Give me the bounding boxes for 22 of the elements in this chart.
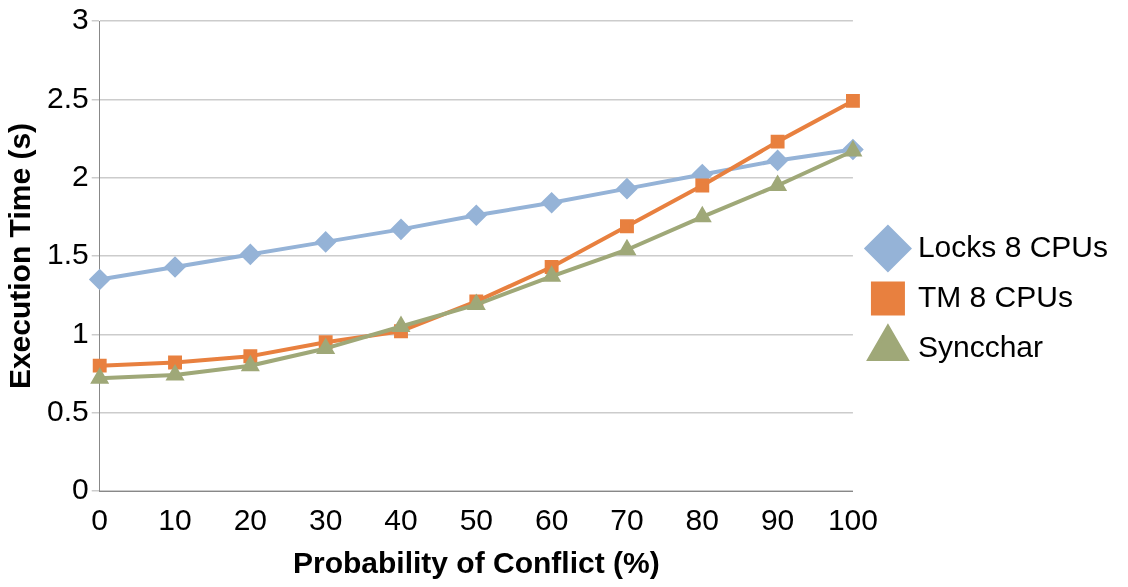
legend-label: Syncchar xyxy=(917,329,1043,363)
y-tick-label: 0.5 xyxy=(46,393,89,427)
x-tick-label: 70 xyxy=(610,503,644,537)
y-tick-label: 1 xyxy=(72,315,89,349)
x-tick-label: 90 xyxy=(760,503,795,537)
x-tick-label: 50 xyxy=(459,503,494,537)
y-tick-label: 0 xyxy=(72,472,89,506)
y-tick-label: 2.5 xyxy=(46,80,89,114)
y-tick-label: 3 xyxy=(72,2,89,36)
legend-label: TM 8 CPUs xyxy=(917,279,1073,313)
x-axis-title: Probability of Conflict (%) xyxy=(292,546,660,580)
x-tick-label: 100 xyxy=(827,503,878,537)
x-tick-label: 60 xyxy=(534,503,569,537)
x-tick-label: 80 xyxy=(685,503,719,537)
x-tick-label: 10 xyxy=(158,503,192,537)
x-tick-label: 40 xyxy=(384,503,418,537)
y-tick-label: 1.5 xyxy=(46,237,89,271)
y-tick-label: 2 xyxy=(72,158,89,192)
legend-label: Locks 8 CPUs xyxy=(917,229,1109,263)
y-axis-title: Execution Time (s) xyxy=(3,122,37,390)
x-tick-label: 20 xyxy=(233,503,268,537)
x-tick-label: 30 xyxy=(308,503,343,537)
